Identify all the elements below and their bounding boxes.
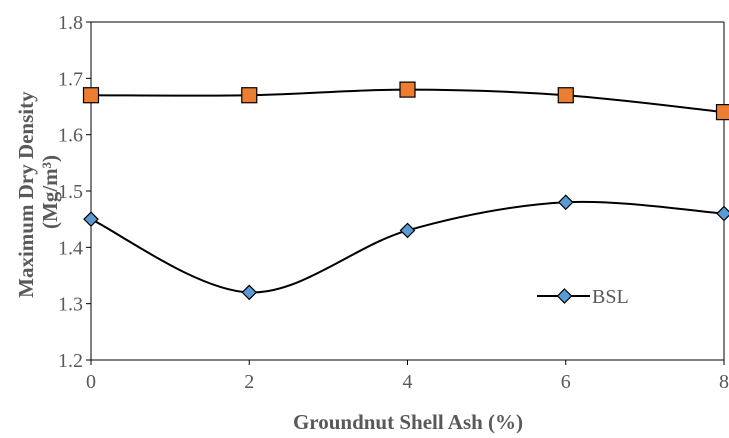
y-axis: 1.2 1.3 1.4 1.5 1.6 1.7 1.8: [58, 12, 91, 372]
data-point-marker: [82, 87, 100, 104]
y-tick-label: 1.6: [58, 125, 83, 147]
x-tick-label: 4: [403, 371, 413, 393]
data-point-marker: [399, 222, 416, 239]
y-axis-title-line2: (Mg/m³): [38, 155, 62, 229]
data-point-marker: [557, 87, 574, 104]
x-tick-label: 6: [561, 371, 571, 393]
data-point-marker: [241, 284, 258, 301]
data-point-marker: [399, 81, 416, 98]
legend-label: BSL: [592, 286, 629, 308]
x-tick-label: 2: [244, 371, 254, 393]
y-tick-label: 1.4: [58, 237, 83, 259]
y-tick-label: 1.2: [58, 350, 83, 372]
x-tick-label: 0: [86, 371, 96, 393]
x-axis: 0 2 4 6 8: [86, 360, 729, 393]
x-tick-label: 8: [719, 371, 729, 393]
legend: BSL: [537, 286, 629, 308]
y-axis-title-line1: Maximum Dry Density: [14, 91, 38, 298]
data-point-marker: [557, 194, 574, 211]
series-diamond-markers: [83, 194, 729, 301]
y-tick-label: 1.5: [58, 181, 83, 203]
series-square-markers: [82, 81, 729, 121]
data-point-marker: [716, 205, 729, 222]
x-axis-title: Groundnut Shell Ash (%): [293, 410, 523, 434]
plot-area: [90, 21, 725, 361]
data-point-marker: [715, 104, 729, 121]
data-point-marker: [241, 87, 258, 104]
series-layer: [82, 81, 729, 301]
y-tick-label: 1.3: [58, 294, 83, 316]
data-point-marker: [83, 211, 99, 228]
y-tick-label: 1.8: [58, 12, 83, 34]
legend-marker: [556, 288, 573, 304]
series-line: [90, 200, 725, 294]
y-tick-label: 1.7: [58, 68, 83, 90]
y-axis-title: Maximum Dry Density (Mg/m³): [14, 86, 62, 298]
